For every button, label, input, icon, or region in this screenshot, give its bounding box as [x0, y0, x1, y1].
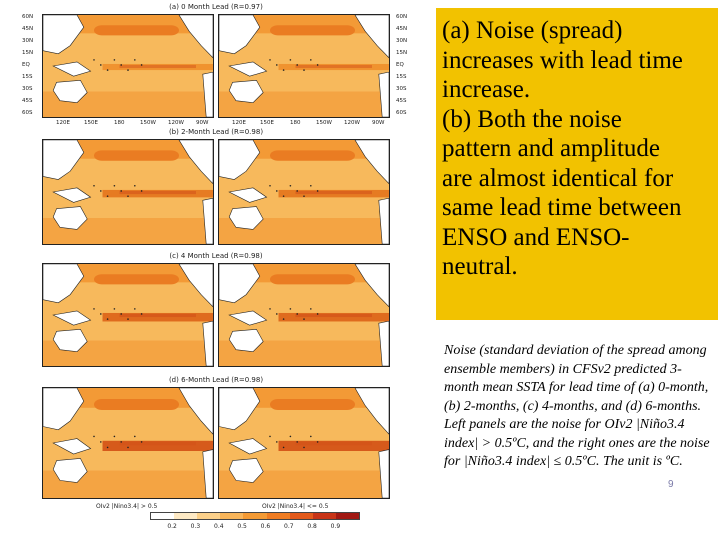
lon-label: 180 [114, 120, 125, 126]
lat-label: 15N [22, 50, 34, 56]
colorbar-swatch [335, 513, 359, 519]
lat-label: 45S [22, 98, 33, 104]
lon-label: 120W [344, 120, 360, 126]
highlight-line: (b) Both the noise [442, 105, 622, 133]
map-graphic [219, 264, 389, 366]
colorbar-tick-label: 0.9 [330, 523, 341, 530]
highlight-line: (a) Noise (spread) [442, 17, 623, 44]
map-c-neutral [218, 263, 390, 367]
bottom-left-label: OIv2 |Nino3.4| > 0.5 [96, 503, 158, 510]
map-graphic [219, 15, 389, 117]
lat-label: 30S [396, 86, 407, 92]
map-graphic [43, 15, 213, 117]
lon-label: 120E [232, 120, 246, 126]
lat-label: 15S [396, 74, 407, 80]
colorbar-tick-label: 0.6 [260, 523, 271, 530]
map-graphic [219, 388, 389, 498]
colorbar-swatch [266, 513, 290, 519]
colorbar-swatch [151, 513, 175, 519]
lon-label: 120W [168, 120, 184, 126]
highlight-line: increase. [442, 76, 531, 103]
lat-label: 45S [396, 98, 407, 104]
highlight-line: pattern and amplitude [442, 135, 660, 162]
highlight-line: increases with lead time [442, 46, 683, 74]
lat-label: 60S [22, 110, 33, 116]
highlight-line: neutral. [442, 253, 518, 280]
lon-label: 150W [316, 120, 332, 126]
map-d-enso [42, 387, 214, 499]
map-graphic [43, 140, 213, 244]
highlight-line: are almost identical for [442, 164, 674, 192]
map-graphic [219, 140, 389, 244]
colorbar-swatch [197, 513, 221, 519]
page-number: 9 [668, 479, 674, 490]
panel-title-b: (b) 2-Month Lead (R=0.98) [168, 128, 264, 136]
lon-label: 180 [290, 120, 301, 126]
lat-label: 60S [396, 110, 407, 116]
bottom-right-label: OIv2 |Nino3.4| <= 0.5 [262, 503, 329, 510]
lat-label: 60N [22, 14, 34, 20]
colorbar-tick-label: 0.5 [237, 523, 247, 530]
map-graphic [43, 388, 213, 498]
lon-label: 120E [56, 120, 70, 126]
map-graphic [43, 264, 213, 366]
colorbar-tick-label: 0.8 [307, 523, 317, 530]
colorbar-tick-label: 0.3 [190, 523, 201, 530]
lat-label: 30S [22, 86, 33, 92]
panel-title-c: (c) 4 Month Lead (R=0.98) [169, 252, 263, 260]
map-a-neutral [218, 14, 390, 118]
lon-label: 150E [84, 120, 98, 126]
colorbar-tick-label: 0.4 [214, 523, 224, 530]
highlight-line: ENSO and ENSO- [442, 223, 630, 251]
colorbar-swatch [243, 513, 267, 519]
lat-label: EQ [22, 62, 30, 68]
lon-label: 150W [140, 120, 156, 126]
figure-caption: Noise (standard deviation of the spread … [444, 343, 710, 469]
map-c-enso [42, 263, 214, 367]
lat-label: 30N [396, 38, 408, 44]
panel-title-a: (a) 0 Month Lead (R=0.97) [169, 3, 263, 11]
lat-label: 15N [396, 50, 408, 56]
highlight-box: (a) Noise (spread) increases with lead t… [436, 8, 718, 320]
lon-label: 90W [372, 120, 385, 126]
noise-maps-figure: (a) 0 Month Lead (R=0.97) (b) 2-Month Le… [22, 3, 408, 530]
lon-label: 150E [260, 120, 274, 126]
highlight-line: same lead time between [442, 194, 682, 221]
colorbar-swatch [312, 513, 336, 519]
lat-label: 60N [396, 14, 408, 20]
colorbar-tick-label: 0.2 [167, 523, 177, 530]
panel-title-d: (d) 6-Month Lead (R=0.98) [168, 376, 264, 384]
lat-label: 30N [22, 38, 34, 44]
lon-label: 90W [196, 120, 209, 126]
colorbar-tick-label: 0.7 [284, 523, 294, 530]
map-d-neutral [218, 387, 390, 499]
colorbar [150, 512, 360, 520]
lat-label: 45N [396, 26, 408, 32]
colorbar-swatch [174, 513, 198, 519]
colorbar-swatch [289, 513, 313, 519]
map-a-enso [42, 14, 214, 118]
lat-label: EQ [396, 62, 404, 68]
lat-label: 45N [22, 26, 34, 32]
map-b-neutral [218, 139, 390, 245]
lat-label: 15S [22, 74, 33, 80]
colorbar-swatch [220, 513, 244, 519]
map-b-enso [42, 139, 214, 245]
